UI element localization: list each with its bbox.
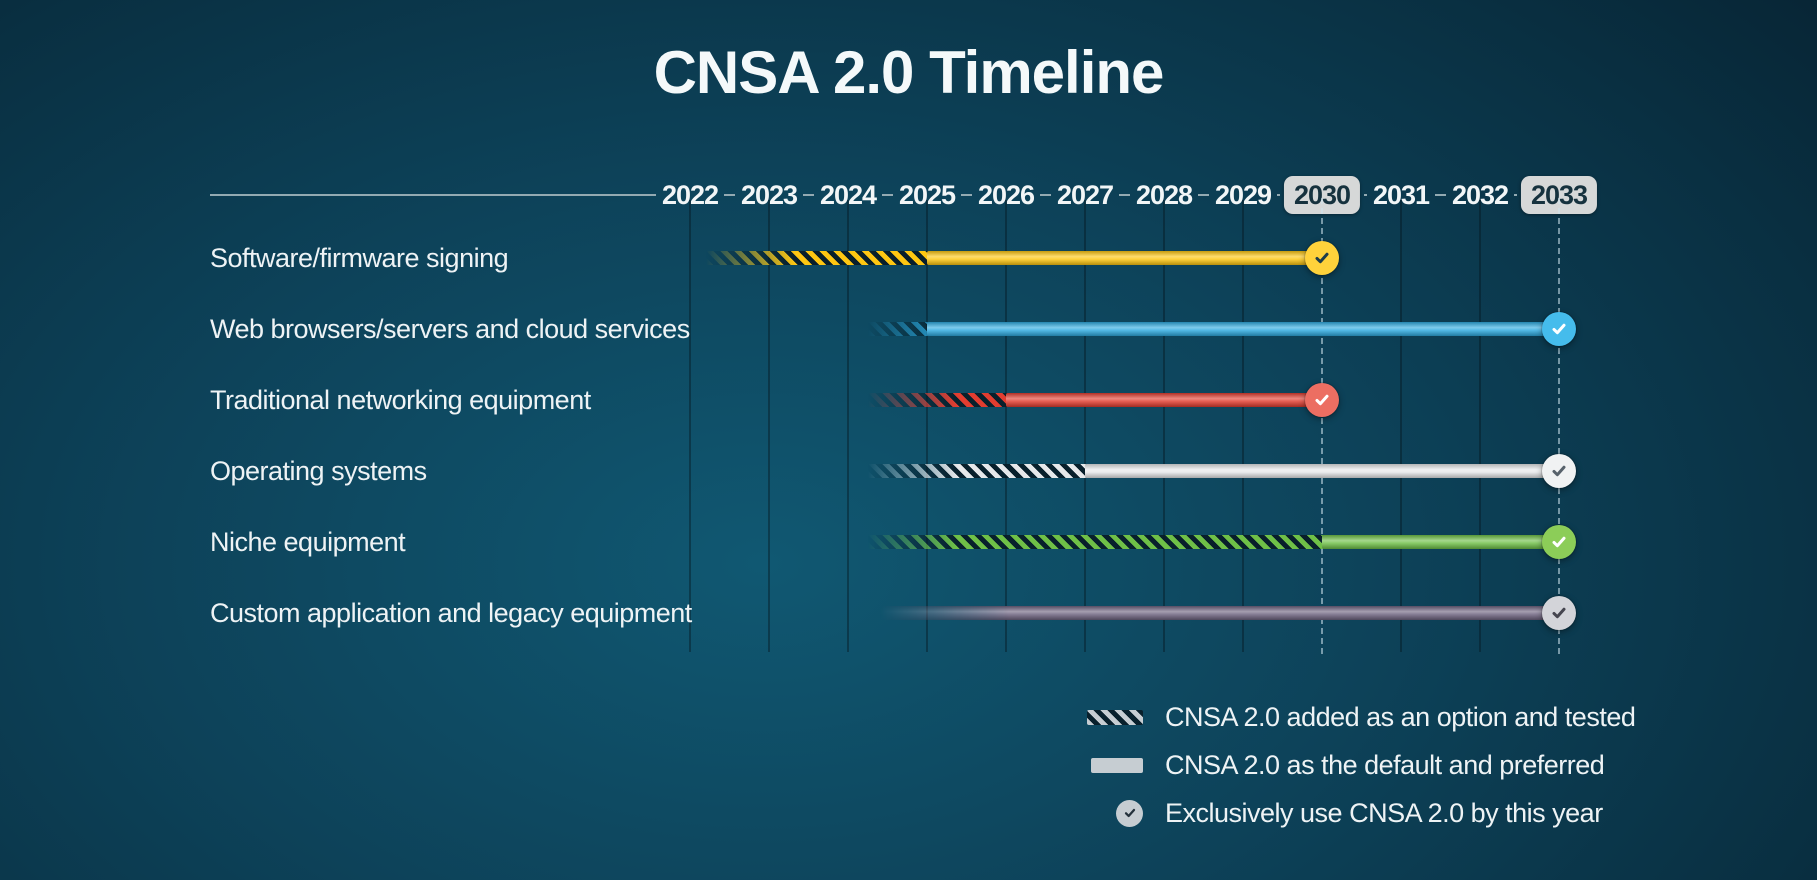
bar-default-segment (1085, 464, 1559, 478)
exclusive-use-marker (1542, 525, 1576, 559)
bar-default-segment (879, 606, 1559, 620)
year-label-2026: 2026 (977, 180, 1035, 210)
axis-line (1514, 194, 1517, 196)
check-icon (1552, 607, 1566, 619)
axis-line (961, 194, 972, 196)
year-label-2031: 2031 (1372, 180, 1430, 210)
gridline-2023 (768, 200, 770, 652)
bar-default-segment (927, 251, 1322, 265)
legend-label-default-preferred: CNSA 2.0 as the default and preferred (1165, 749, 1605, 780)
axis-line (1364, 194, 1367, 196)
axis-line (1040, 194, 1051, 196)
exclusive-use-marker (1542, 596, 1576, 630)
milestone-line-2033 (1558, 198, 1560, 654)
legend-swatch-wrap (1085, 799, 1143, 827)
axis-line (1277, 194, 1280, 196)
year-label-2029: 2029 (1214, 180, 1272, 210)
row-label: Niche equipment (210, 527, 406, 557)
exclusive-use-marker (1542, 312, 1576, 346)
bar-default-segment (1006, 393, 1322, 407)
row-label: Web browsers/servers and cloud services (210, 314, 690, 344)
bar-option-tested-segment (867, 535, 1324, 549)
bar-option-tested-segment (705, 251, 929, 265)
legend-item-option-tested: CNSA 2.0 added as an option and tested (1085, 700, 1636, 734)
bar-default-segment (1322, 535, 1559, 549)
axis-line (803, 194, 814, 196)
check-icon (1315, 252, 1329, 264)
year-label-2028: 2028 (1135, 180, 1193, 210)
row-label: Software/firmware signing (210, 243, 509, 273)
check-circle-icon (1116, 799, 1143, 827)
legend: CNSA 2.0 added as an option and tested C… (1085, 700, 1636, 844)
bar-option-tested-segment (867, 464, 1087, 478)
legend-label-option-tested: CNSA 2.0 added as an option and tested (1165, 701, 1636, 732)
hatched-bar-swatch-icon (1087, 709, 1143, 725)
gridline-2031 (1400, 200, 1402, 652)
gridline-2029 (1242, 200, 1244, 652)
legend-label-exclusive-use: Exclusively use CNSA 2.0 by this year (1165, 797, 1603, 828)
gridline-2032 (1479, 200, 1481, 652)
legend-item-exclusive-use: Exclusively use CNSA 2.0 by this year (1085, 796, 1635, 830)
bar-option-tested-segment (867, 322, 929, 336)
bar-option-tested-segment (867, 393, 1008, 407)
chart-title: CNSA 2.0 Timeline (653, 39, 1165, 106)
milestone-line-2030 (1321, 198, 1323, 654)
check-icon (1552, 536, 1566, 548)
solid-bar-swatch-icon (1091, 757, 1143, 773)
gridline-2027 (1084, 200, 1086, 652)
exclusive-use-marker (1305, 241, 1339, 275)
axis-line (1119, 194, 1130, 196)
gridline-2025 (926, 200, 928, 652)
axis-line (724, 194, 735, 196)
axis-line (1435, 194, 1446, 196)
gridline-2024 (847, 200, 849, 652)
exclusive-use-marker (1305, 383, 1339, 417)
check-icon (1552, 323, 1566, 335)
legend-item-default-preferred: CNSA 2.0 as the default and preferred (1085, 748, 1635, 782)
legend-swatch-wrap (1085, 709, 1143, 725)
gridline-2026 (1005, 200, 1007, 652)
gridline-2022 (689, 200, 691, 652)
exclusive-use-marker (1542, 454, 1576, 488)
year-label-2022: 2022 (661, 180, 719, 210)
axis-line (882, 194, 893, 196)
gridline-2028 (1163, 200, 1165, 652)
row-label: Traditional networking equipment (210, 385, 591, 415)
year-label-2025: 2025 (898, 180, 956, 210)
row-label: Operating systems (210, 456, 427, 486)
check-icon (1315, 394, 1329, 406)
axis-line (210, 194, 656, 196)
axis-line (1198, 194, 1209, 196)
year-label-2023: 2023 (740, 180, 798, 210)
year-label-2027: 2027 (1056, 180, 1114, 210)
legend-swatch-wrap (1085, 757, 1143, 773)
check-icon (1552, 465, 1566, 477)
row-label: Custom application and legacy equipment (210, 598, 692, 628)
bar-default-segment (927, 322, 1559, 336)
year-label-2032: 2032 (1451, 180, 1509, 210)
year-label-2024: 2024 (819, 180, 877, 210)
